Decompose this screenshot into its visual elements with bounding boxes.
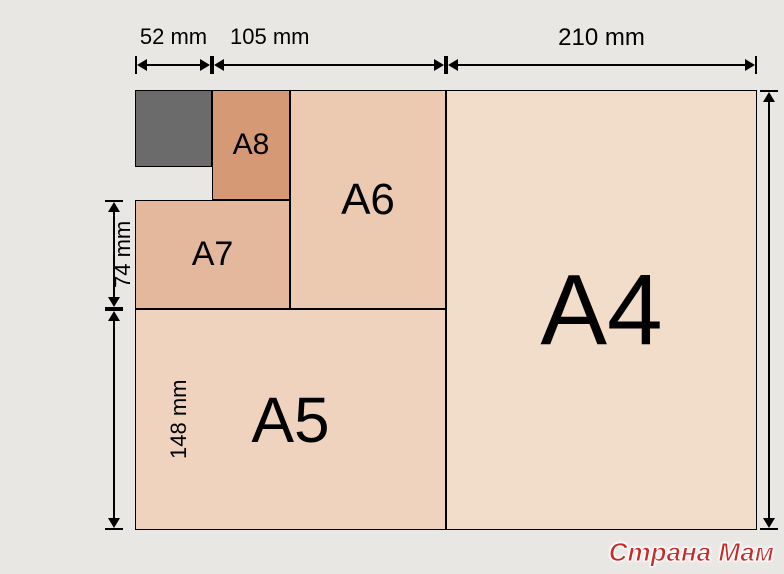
box-a4-label: A4 xyxy=(540,253,662,368)
dim-297-label: 297 mm xyxy=(727,90,784,530)
box-a8: A8 xyxy=(212,90,290,200)
box-a6: A6 xyxy=(290,90,446,309)
box-a7-label: A7 xyxy=(192,235,234,274)
box-a6-label: A6 xyxy=(341,175,395,225)
box-a8-label: A8 xyxy=(233,128,270,162)
dim-52-label: 52 mm xyxy=(135,24,212,50)
watermark: Страна Мам xyxy=(609,537,774,568)
dim-210-label: 210 mm xyxy=(446,24,757,52)
dim-105-arrow xyxy=(212,56,446,74)
dim-105-label: 105 mm xyxy=(230,24,430,50)
box-a4: A4 xyxy=(446,90,757,530)
dim-148-label: 148 mm xyxy=(68,309,289,530)
box-gray xyxy=(135,90,212,167)
dim-74-label: 74 mm xyxy=(68,200,177,309)
dim-52-arrow xyxy=(135,56,212,74)
dim-210-arrow xyxy=(446,56,757,74)
